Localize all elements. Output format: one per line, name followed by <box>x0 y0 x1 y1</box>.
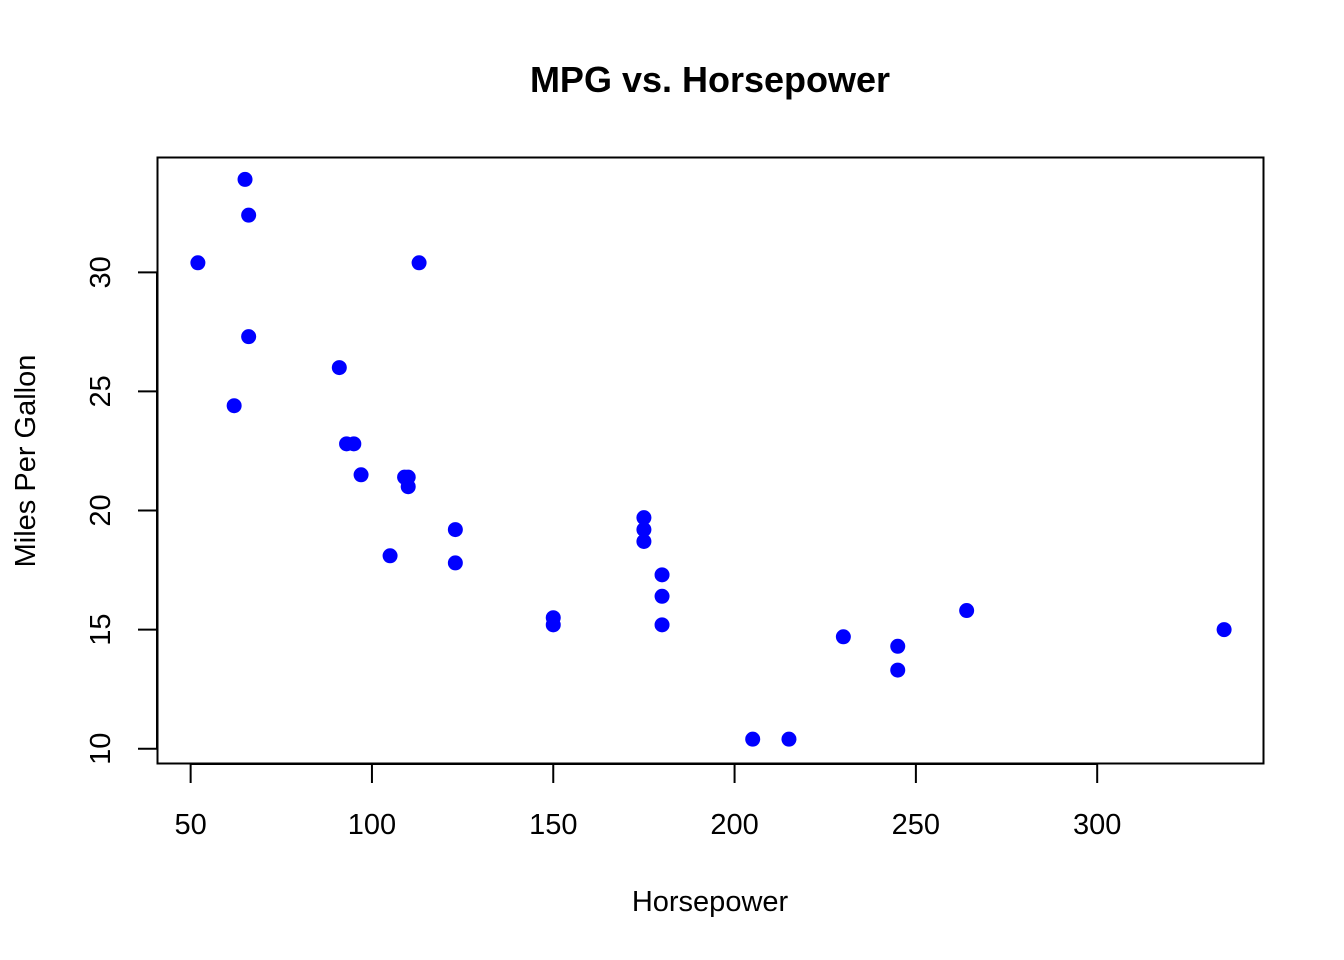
chart-title: MPG vs. Horsepower <box>530 59 890 100</box>
x-axis: 50 100 150 200 250 300 <box>175 763 1121 841</box>
y-axis: 10 15 20 25 30 <box>85 256 158 765</box>
data-point <box>636 533 652 549</box>
data-point <box>781 731 797 747</box>
data-point <box>890 638 906 654</box>
data-point <box>447 555 463 571</box>
x-tick-label: 50 <box>175 809 207 841</box>
data-point <box>545 617 561 633</box>
data-point <box>190 255 206 271</box>
x-tick-label: 300 <box>1073 809 1121 841</box>
data-point <box>331 360 347 376</box>
data-point <box>397 469 413 485</box>
data-point <box>447 522 463 538</box>
x-tick-label: 150 <box>529 809 577 841</box>
x-tick-label: 250 <box>892 809 940 841</box>
data-point <box>636 522 652 538</box>
data-point <box>835 629 851 645</box>
data-point <box>636 510 652 526</box>
data-points <box>190 171 1232 747</box>
y-tick-label: 20 <box>85 494 117 526</box>
y-tick-label: 15 <box>85 613 117 645</box>
data-point <box>654 567 670 583</box>
data-point <box>226 398 242 414</box>
x-tick-label: 100 <box>348 809 396 841</box>
x-tick-label: 200 <box>710 809 758 841</box>
y-tick-label: 25 <box>85 375 117 407</box>
data-point <box>654 617 670 633</box>
y-tick-label: 30 <box>85 256 117 288</box>
data-point <box>241 329 257 345</box>
data-point <box>959 603 975 619</box>
y-tick-label: 10 <box>85 733 117 765</box>
data-point <box>654 588 670 604</box>
data-point <box>382 548 398 564</box>
y-axis-label: Miles Per Gallon <box>10 355 42 568</box>
data-point <box>237 171 253 187</box>
data-point <box>890 662 906 678</box>
data-point <box>411 255 427 271</box>
x-axis-label: Horsepower <box>632 886 789 918</box>
data-point <box>1216 622 1232 638</box>
plot-frame <box>156 156 1265 765</box>
data-point <box>241 207 257 223</box>
data-point <box>745 731 761 747</box>
data-point <box>346 436 362 452</box>
data-point <box>353 467 369 483</box>
